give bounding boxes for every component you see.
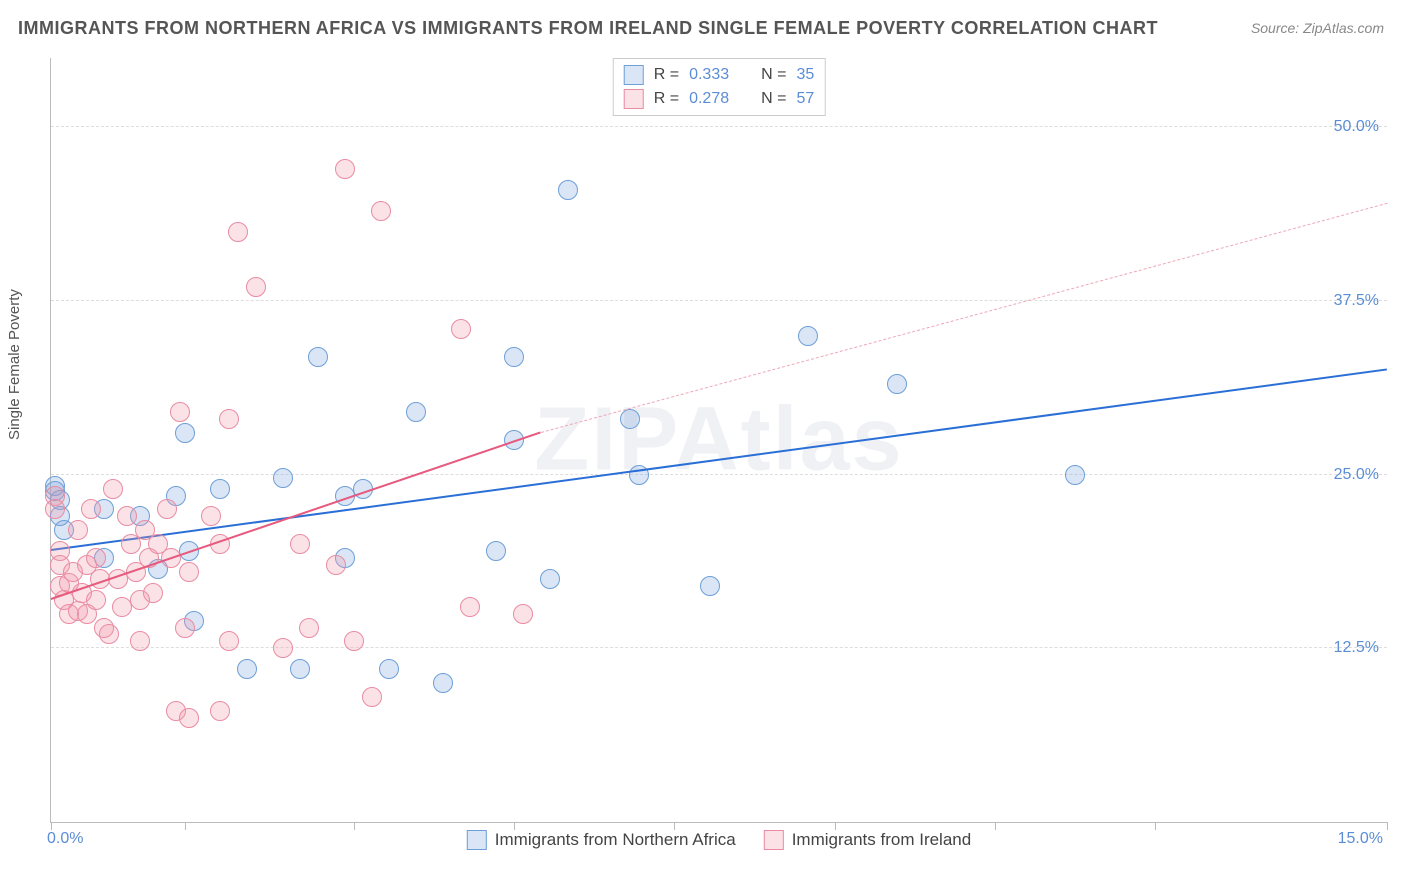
legend-series-label: Immigrants from Ireland — [792, 830, 972, 850]
data-point — [201, 506, 221, 526]
data-point — [103, 479, 123, 499]
legend-row: R = 0.278 N = 57 — [624, 87, 815, 111]
chart-title: IMMIGRANTS FROM NORTHERN AFRICA VS IMMIG… — [18, 18, 1158, 39]
data-point — [273, 638, 293, 658]
data-point — [290, 534, 310, 554]
x-tick-label: 15.0% — [1338, 830, 1383, 848]
data-point — [887, 374, 907, 394]
data-point — [335, 159, 355, 179]
x-tick — [995, 822, 996, 830]
n-label: N = — [761, 66, 786, 84]
data-point — [246, 277, 266, 297]
data-point — [273, 468, 293, 488]
trend-line — [541, 203, 1387, 433]
data-point — [210, 701, 230, 721]
data-point — [433, 673, 453, 693]
data-point — [143, 583, 163, 603]
data-point — [344, 631, 364, 651]
data-point — [179, 708, 199, 728]
data-point — [117, 506, 137, 526]
y-tick-label: 12.5% — [1334, 639, 1379, 657]
data-point — [99, 624, 119, 644]
data-point — [237, 659, 257, 679]
y-axis-label: Single Female Poverty — [6, 289, 23, 440]
data-point — [1065, 465, 1085, 485]
data-point — [798, 326, 818, 346]
data-point — [299, 618, 319, 638]
legend-item: Immigrants from Ireland — [764, 830, 972, 850]
n-value: 57 — [796, 90, 814, 108]
r-label: R = — [654, 66, 679, 84]
x-tick — [185, 822, 186, 830]
legend-swatch — [764, 830, 784, 850]
data-point — [68, 520, 88, 540]
data-point — [513, 604, 533, 624]
legend-swatch — [467, 830, 487, 850]
data-point — [86, 590, 106, 610]
n-value: 35 — [796, 66, 814, 84]
data-point — [81, 499, 101, 519]
data-point — [362, 687, 382, 707]
gridline — [51, 474, 1387, 475]
scatter-chart: ZIPAtlas R =0.333N =35R =0.278N =57 Immi… — [50, 58, 1387, 823]
data-point — [504, 347, 524, 367]
x-tick — [1387, 822, 1388, 830]
x-tick — [674, 822, 675, 830]
legend-swatch — [624, 65, 644, 85]
x-tick — [354, 822, 355, 830]
data-point — [326, 555, 346, 575]
data-point — [379, 659, 399, 679]
x-tick — [835, 822, 836, 830]
data-point — [290, 659, 310, 679]
y-tick-label: 50.0% — [1334, 118, 1379, 136]
n-label: N = — [761, 90, 786, 108]
data-point — [620, 409, 640, 429]
data-point — [371, 201, 391, 221]
data-point — [308, 347, 328, 367]
x-tick-label: 0.0% — [47, 830, 83, 848]
legend-swatch — [624, 89, 644, 109]
r-value: 0.333 — [689, 66, 729, 84]
data-point — [540, 569, 560, 589]
gridline — [51, 647, 1387, 648]
source-attribution: Source: ZipAtlas.com — [1251, 20, 1384, 36]
data-point — [130, 631, 150, 651]
legend-item: Immigrants from Northern Africa — [467, 830, 736, 850]
data-point — [406, 402, 426, 422]
legend-row: R = 0.333 N = 35 — [624, 63, 815, 87]
series-legend: Immigrants from Northern Africa Immigrant… — [467, 830, 971, 850]
x-tick — [51, 822, 52, 830]
data-point — [179, 562, 199, 582]
x-tick — [514, 822, 515, 830]
data-point — [219, 631, 239, 651]
data-point — [175, 423, 195, 443]
data-point — [486, 541, 506, 561]
data-point — [460, 597, 480, 617]
gridline — [51, 126, 1387, 127]
data-point — [157, 499, 177, 519]
x-tick — [1155, 822, 1156, 830]
data-point — [170, 402, 190, 422]
correlation-legend: R = 0.333 N = 35 R = 0.278 N = 57 — [613, 58, 826, 116]
y-tick-label: 37.5% — [1334, 292, 1379, 310]
data-point — [228, 222, 248, 242]
data-point — [210, 479, 230, 499]
legend-series-label: Immigrants from Northern Africa — [495, 830, 736, 850]
data-point — [219, 409, 239, 429]
r-label: R = — [654, 90, 679, 108]
r-value: 0.278 — [689, 90, 729, 108]
y-tick-label: 25.0% — [1334, 466, 1379, 484]
data-point — [175, 618, 195, 638]
data-point — [45, 499, 65, 519]
trend-line — [51, 369, 1387, 552]
data-point — [700, 576, 720, 596]
data-point — [86, 548, 106, 568]
data-point — [451, 319, 471, 339]
gridline — [51, 300, 1387, 301]
data-point — [558, 180, 578, 200]
